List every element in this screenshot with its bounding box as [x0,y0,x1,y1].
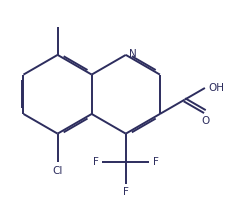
Text: N: N [129,49,137,59]
Text: OH: OH [208,83,224,93]
Text: Cl: Cl [52,166,63,176]
Text: F: F [153,157,158,167]
Text: F: F [93,157,99,167]
Text: O: O [202,116,210,126]
Text: F: F [123,187,129,197]
